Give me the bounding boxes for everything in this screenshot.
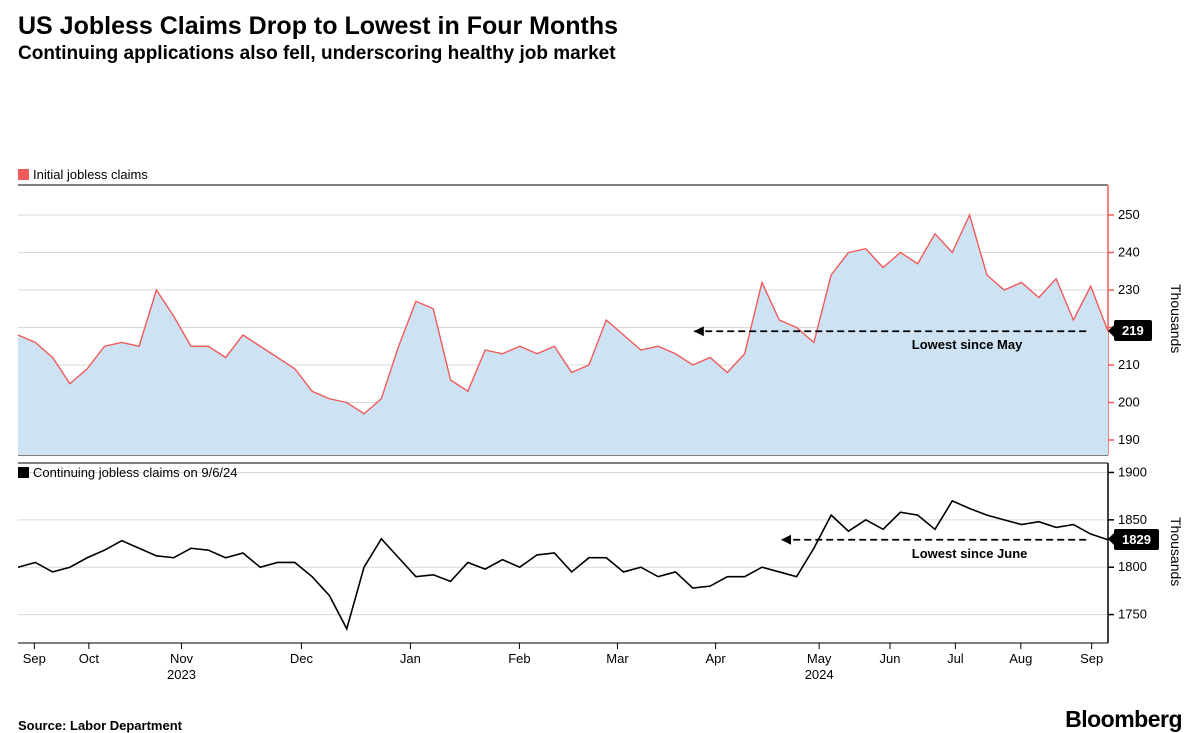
svg-text:190: 190	[1118, 432, 1140, 447]
svg-text:Aug: Aug	[1009, 651, 1032, 666]
svg-text:Jan: Jan	[400, 651, 421, 666]
svg-text:May: May	[807, 651, 832, 666]
svg-text:230: 230	[1118, 282, 1140, 297]
svg-text:Mar: Mar	[606, 651, 629, 666]
annotation-label: Lowest since May	[912, 337, 1023, 352]
svg-text:210: 210	[1118, 357, 1140, 372]
svg-text:200: 200	[1118, 395, 1140, 410]
svg-text:1750: 1750	[1118, 607, 1147, 622]
y-axis-unit: Thousands	[1168, 284, 1184, 353]
chart-subtitle: Continuing applications also fell, under…	[18, 43, 1182, 65]
brand-logo: Bloomberg	[1065, 706, 1182, 733]
svg-text:1850: 1850	[1118, 512, 1147, 527]
svg-text:Initial jobless claims: Initial jobless claims	[33, 167, 148, 182]
value-callout: 219	[1114, 320, 1152, 341]
svg-text:Dec: Dec	[290, 651, 314, 666]
svg-text:250: 250	[1118, 207, 1140, 222]
svg-text:Jun: Jun	[880, 651, 901, 666]
source-label: Source: Labor Department	[18, 718, 182, 733]
value-callout: 1829	[1114, 529, 1159, 550]
chart-title: US Jobless Claims Drop to Lowest in Four…	[18, 12, 1182, 41]
y-axis-unit: Thousands	[1168, 517, 1184, 586]
svg-text:Jul: Jul	[947, 651, 964, 666]
chart-area: 190200210220230240250Initial jobless cla…	[0, 85, 1200, 700]
svg-text:Continuing jobless claims on 9: Continuing jobless claims on 9/6/24	[33, 465, 238, 480]
svg-text:240: 240	[1118, 245, 1140, 260]
svg-text:Nov: Nov	[170, 651, 194, 666]
annotation-label: Lowest since June	[912, 546, 1028, 561]
svg-text:Oct: Oct	[79, 651, 100, 666]
svg-text:1900: 1900	[1118, 464, 1147, 479]
svg-text:1800: 1800	[1118, 559, 1147, 574]
svg-text:Sep: Sep	[1080, 651, 1103, 666]
svg-text:Feb: Feb	[508, 651, 530, 666]
svg-text:Apr: Apr	[705, 651, 726, 666]
svg-text:Sep: Sep	[23, 651, 46, 666]
